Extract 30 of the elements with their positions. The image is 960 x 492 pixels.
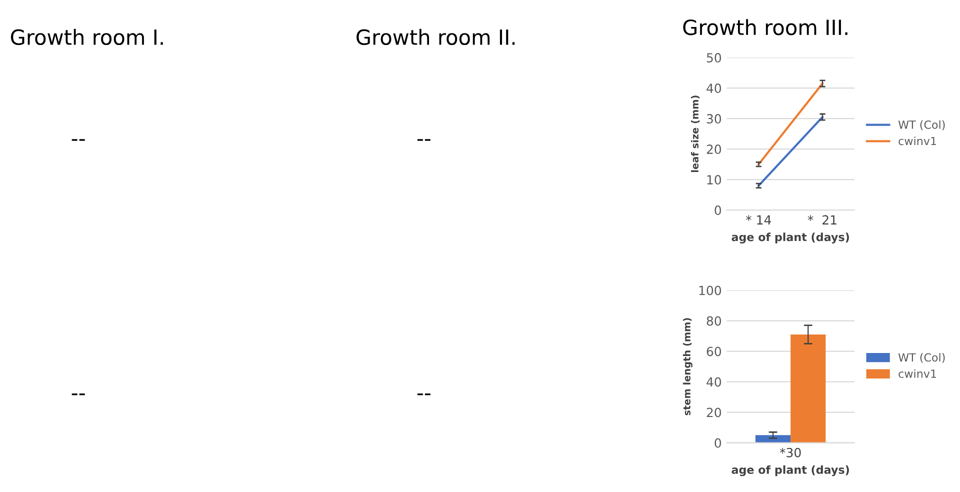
x-axis-title: age of plant (days)	[732, 465, 849, 476]
x-tick-label: * 14	[746, 215, 772, 224]
text: --	[417, 139, 430, 141]
text: --	[417, 394, 430, 396]
legend-label: cwinv1	[898, 136, 936, 146]
y-tick-label: 60	[706, 346, 722, 356]
legend-label: cwinv1	[898, 369, 936, 378]
y-axis-title: leaf size (mm)	[690, 96, 700, 172]
y-tick-label: 100	[699, 286, 722, 296]
y-tick-label: 40	[706, 377, 722, 387]
y-tick-label: 0	[714, 206, 722, 216]
text: Growth room I.	[10, 28, 163, 46]
y-tick-label: 40	[706, 84, 722, 93]
y-tick-label: 0	[714, 438, 722, 448]
x-tick-label: * 21	[808, 215, 836, 224]
legend-label: WT (Col)	[898, 353, 945, 363]
text: Growth room II.	[356, 28, 515, 46]
chart-title: Growth room III.	[683, 19, 848, 36]
y-tick-label: 50	[706, 53, 722, 62]
y-axis-title: stem length (mm)	[682, 318, 692, 416]
legend-label: WT (Col)	[898, 120, 945, 130]
text: --	[72, 394, 85, 396]
y-tick-label: 10	[707, 175, 722, 185]
y-tick-label: 80	[706, 316, 722, 326]
text: --	[72, 139, 85, 141]
y-tick-label: 30	[706, 114, 722, 124]
x-tick-label: *30	[780, 448, 801, 458]
x-axis-title: age of plant (days)	[732, 232, 849, 244]
y-tick-label: 20	[706, 408, 722, 418]
y-tick-label: 20	[706, 144, 722, 154]
